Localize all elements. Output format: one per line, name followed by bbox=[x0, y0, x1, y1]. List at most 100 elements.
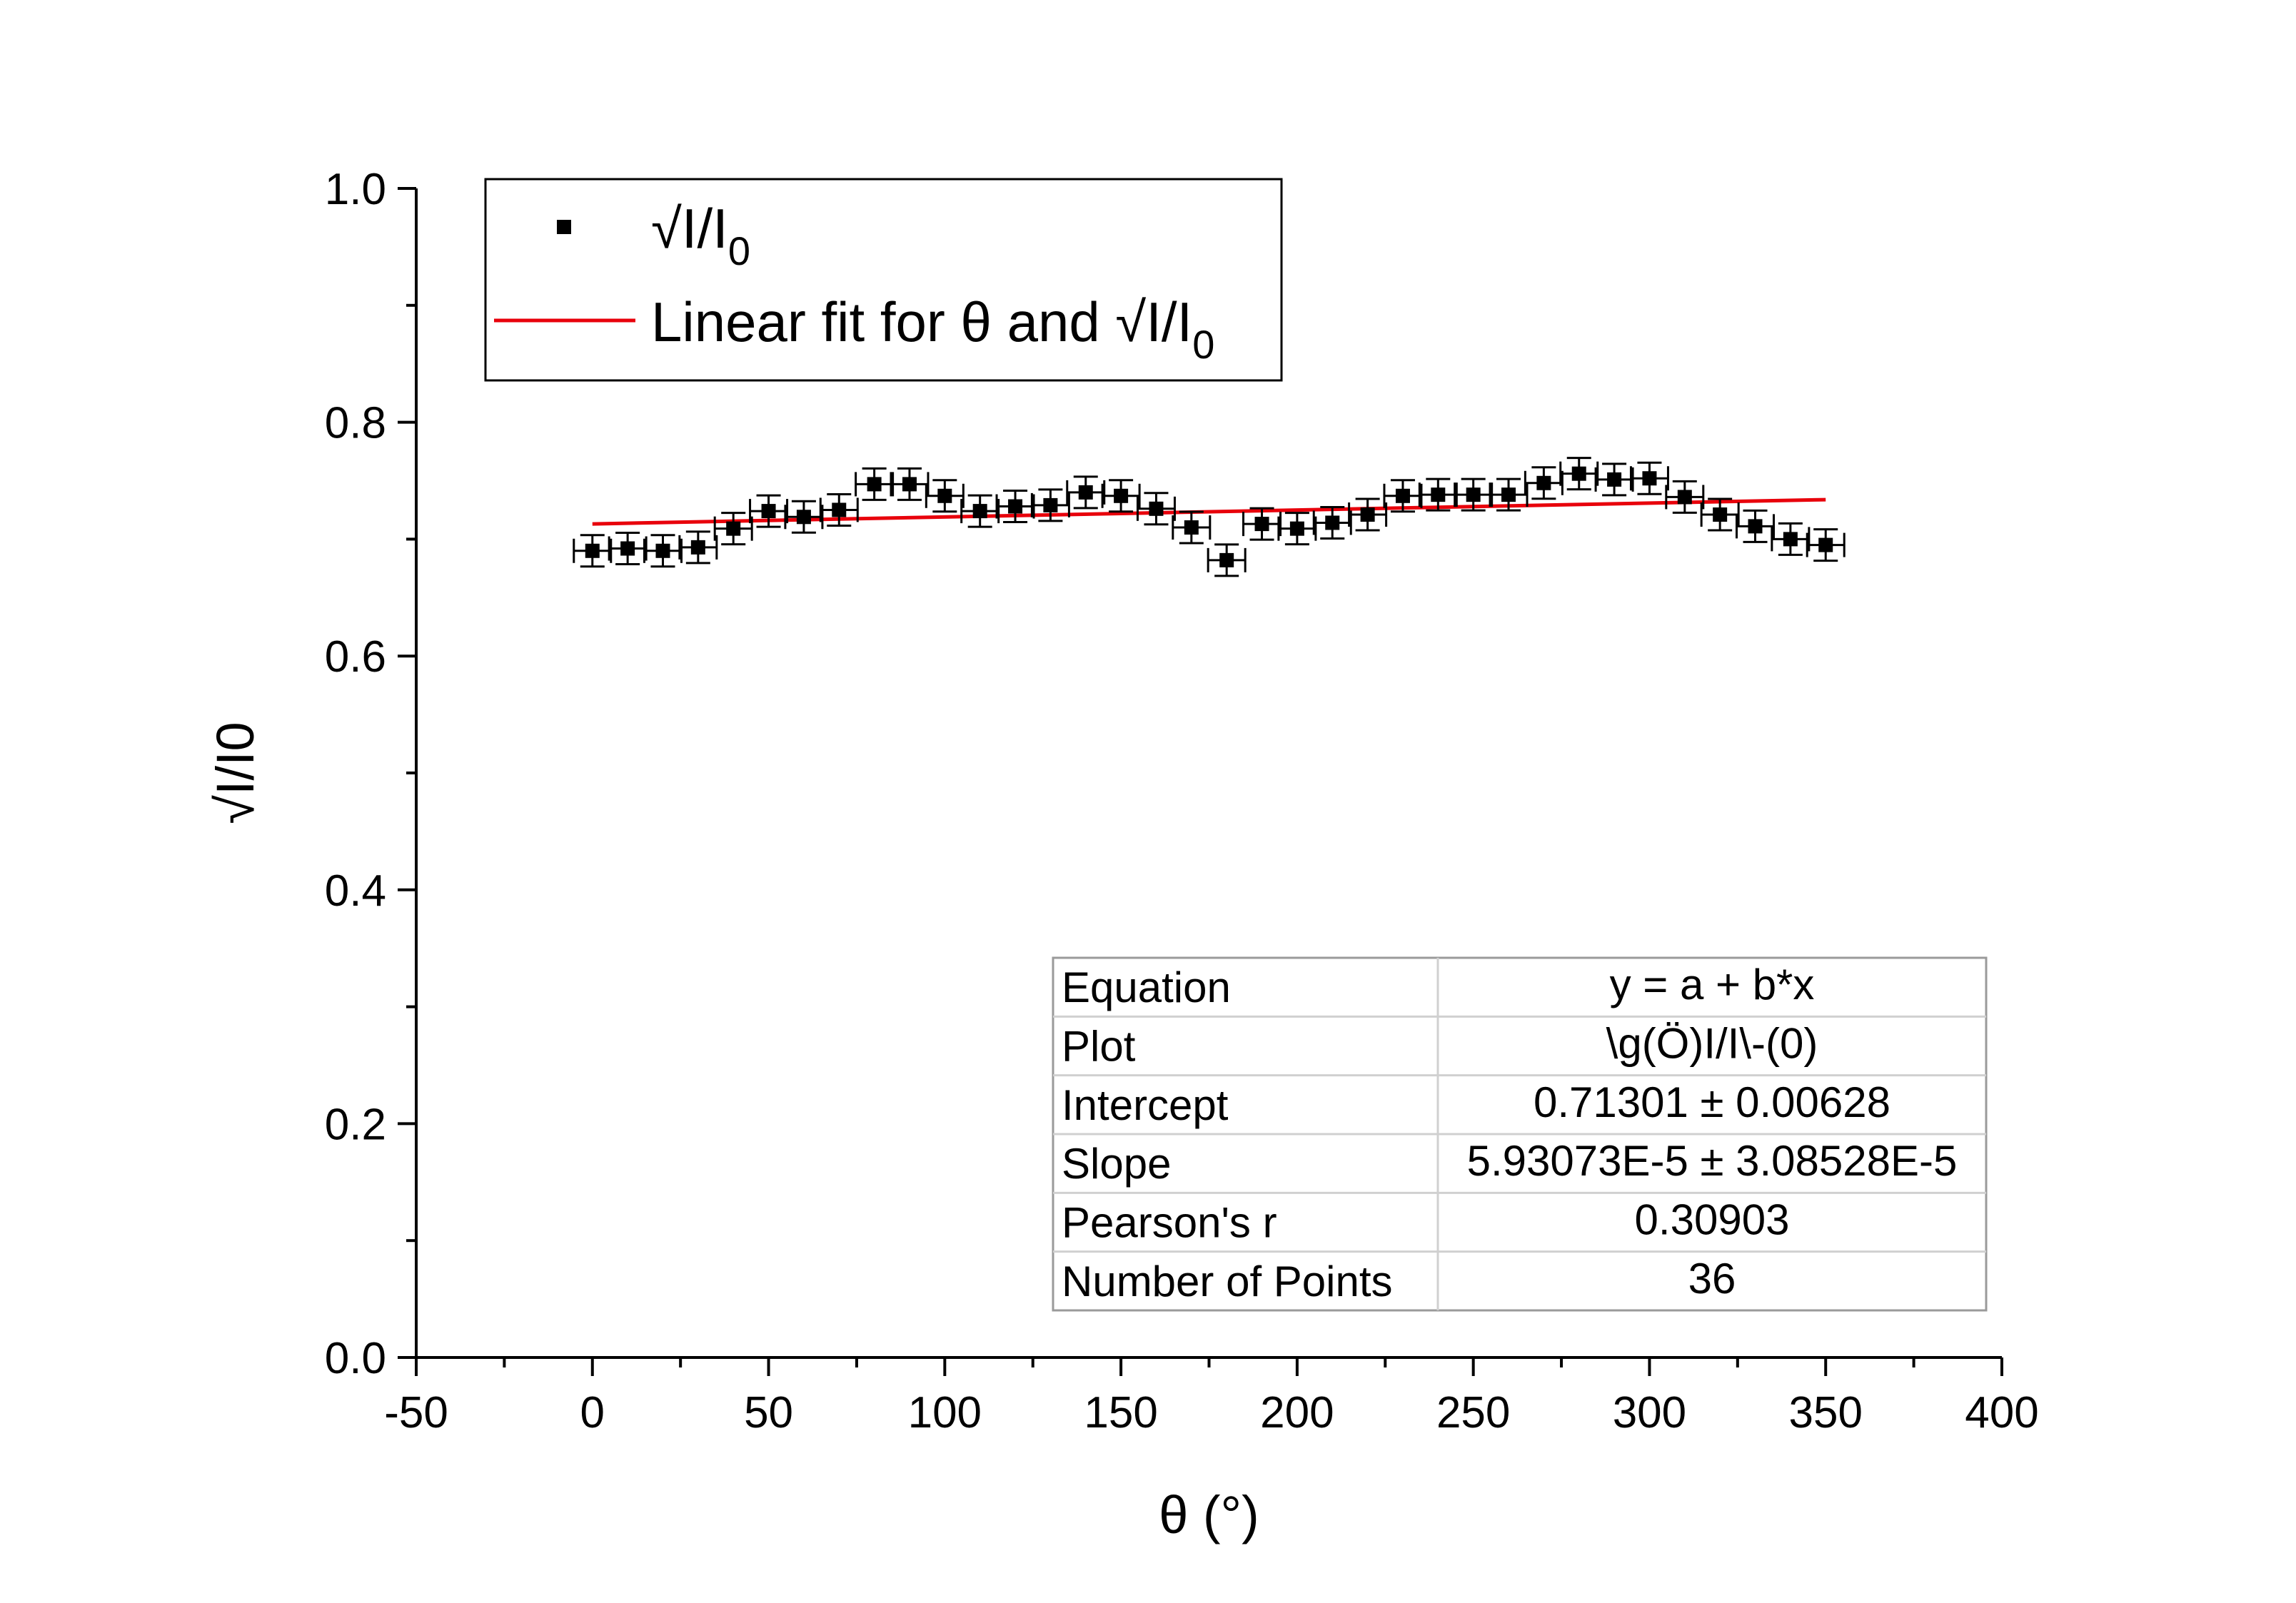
point-marker bbox=[1431, 487, 1446, 502]
point-marker bbox=[1360, 507, 1375, 522]
data-point bbox=[1172, 510, 1212, 545]
data-point bbox=[1629, 461, 1669, 495]
data-point bbox=[573, 534, 613, 568]
point-marker bbox=[1818, 537, 1833, 552]
point-marker bbox=[726, 521, 741, 536]
data-points-series bbox=[573, 457, 1846, 577]
point-marker bbox=[1043, 497, 1058, 512]
point-marker bbox=[1677, 490, 1692, 505]
y-tick-label: 0.2 bbox=[325, 1100, 386, 1149]
data-point bbox=[819, 492, 859, 527]
data-point bbox=[608, 532, 648, 566]
table-value-cell: y = a + b*x bbox=[1610, 961, 1815, 1008]
point-marker bbox=[1254, 517, 1269, 532]
point-marker bbox=[796, 510, 811, 525]
point-marker bbox=[761, 504, 776, 519]
point-marker bbox=[655, 543, 670, 558]
x-axis-title: θ (°) bbox=[1159, 1485, 1259, 1544]
x-tick-label: 400 bbox=[1965, 1388, 2038, 1437]
point-marker bbox=[690, 540, 705, 555]
x-tick-label: 200 bbox=[1260, 1388, 1334, 1437]
data-point bbox=[960, 494, 1000, 528]
fit-results-table: Equation y = a + b*x Plot \g(Ö)I/I\-(0) Inte… bbox=[1052, 956, 1988, 1312]
legend-marker-icon bbox=[557, 220, 571, 234]
point-marker bbox=[620, 541, 635, 556]
data-point bbox=[1489, 477, 1529, 512]
data-point bbox=[1771, 522, 1811, 556]
y-tick-label: 0.6 bbox=[325, 632, 386, 682]
point-marker bbox=[1748, 519, 1763, 534]
point-marker bbox=[1642, 471, 1657, 486]
point-marker bbox=[1571, 466, 1586, 481]
data-point bbox=[925, 479, 965, 513]
table-key-cell: Pearson's r bbox=[1062, 1199, 1277, 1247]
point-marker bbox=[972, 504, 987, 519]
data-point bbox=[890, 467, 930, 501]
y-tick-label: 1.0 bbox=[325, 165, 386, 214]
data-point bbox=[1277, 512, 1317, 546]
point-marker bbox=[1466, 487, 1481, 502]
point-marker bbox=[1607, 472, 1622, 487]
data-point bbox=[1383, 479, 1423, 513]
table-key-cell: Intercept bbox=[1062, 1081, 1229, 1129]
point-marker bbox=[902, 477, 917, 492]
point-marker bbox=[1501, 487, 1516, 502]
ticks: -50 0 50 100 150 200 250 300 350 400 0.0 0.2 0.4 0.6 0… bbox=[325, 165, 2039, 1437]
point-marker bbox=[1219, 552, 1234, 567]
y-tick-label: 0.8 bbox=[325, 399, 386, 448]
data-point bbox=[1066, 475, 1106, 510]
data-point bbox=[1736, 509, 1776, 543]
legend-label-subscript: 0 bbox=[1192, 322, 1214, 367]
point-marker bbox=[1114, 488, 1129, 503]
data-point bbox=[1559, 457, 1599, 491]
data-point bbox=[1101, 479, 1141, 513]
table-key-cell: Slope bbox=[1062, 1140, 1171, 1188]
point-marker bbox=[1536, 475, 1551, 490]
table-value-cell: 5.93073E-5 ± 3.08528E-5 bbox=[1467, 1137, 1958, 1185]
data-point bbox=[749, 494, 789, 528]
legend-label-subscript: 0 bbox=[728, 228, 750, 273]
data-point bbox=[995, 490, 1035, 524]
table-key-cell: Equation bbox=[1062, 964, 1231, 1011]
point-marker bbox=[1713, 507, 1728, 522]
data-point bbox=[678, 530, 718, 565]
point-marker bbox=[1289, 521, 1304, 536]
x-tick-label: 100 bbox=[908, 1388, 982, 1437]
x-tick-label: 300 bbox=[1613, 1388, 1686, 1437]
table-key-cell: Number of Points bbox=[1062, 1258, 1393, 1305]
data-point bbox=[1524, 466, 1564, 500]
y-tick-label: 0.4 bbox=[325, 866, 386, 916]
table-key-cell: Plot bbox=[1062, 1023, 1136, 1071]
x-tick-label: 150 bbox=[1084, 1388, 1157, 1437]
point-marker bbox=[1395, 488, 1410, 503]
point-marker bbox=[1184, 520, 1199, 535]
legend-box bbox=[484, 178, 1283, 382]
point-marker bbox=[1783, 532, 1798, 547]
data-point bbox=[1207, 543, 1247, 577]
data-point bbox=[1136, 492, 1176, 526]
data-point bbox=[713, 512, 753, 546]
data-point bbox=[1030, 488, 1070, 522]
table-value-cell: 0.71301 ± 0.00628 bbox=[1534, 1078, 1890, 1126]
x-tick-label: 350 bbox=[1788, 1388, 1862, 1437]
table-value-cell: 0.30903 bbox=[1635, 1196, 1790, 1244]
point-marker bbox=[867, 477, 882, 492]
x-tick-label: 50 bbox=[744, 1388, 793, 1437]
data-point bbox=[784, 500, 824, 534]
data-point bbox=[643, 534, 683, 568]
data-point bbox=[1665, 480, 1705, 514]
point-marker bbox=[1008, 499, 1023, 514]
x-tick-label: -50 bbox=[384, 1388, 448, 1437]
point-marker bbox=[832, 502, 847, 517]
data-point bbox=[1594, 462, 1634, 497]
data-point bbox=[1312, 505, 1352, 540]
point-marker bbox=[937, 488, 952, 503]
point-marker bbox=[1149, 501, 1164, 516]
y-tick-label: 0.0 bbox=[325, 1334, 386, 1383]
point-marker bbox=[1078, 485, 1093, 500]
data-point bbox=[1806, 528, 1846, 562]
data-point bbox=[1348, 497, 1388, 532]
point-marker bbox=[585, 543, 600, 558]
